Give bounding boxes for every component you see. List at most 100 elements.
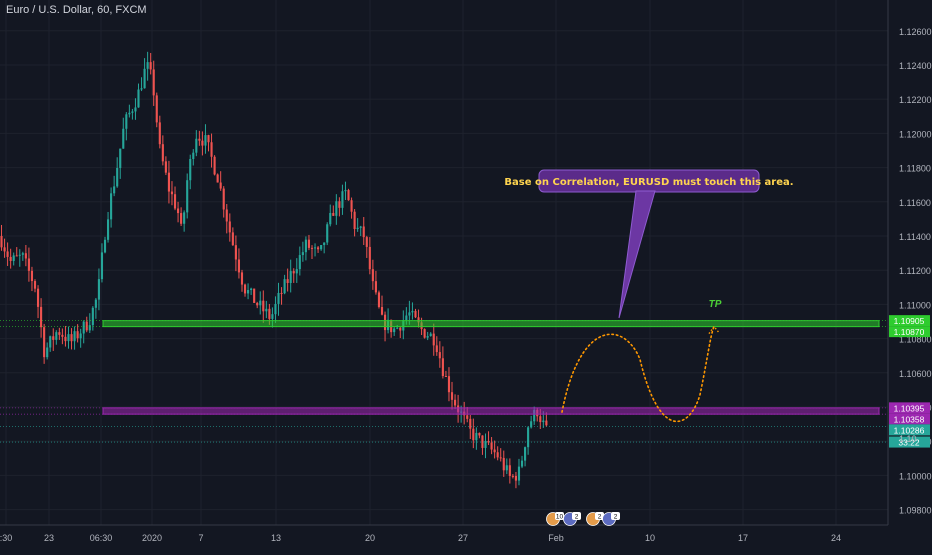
candle-body bbox=[298, 255, 301, 270]
x-tick-label: 23 bbox=[44, 533, 54, 543]
candle-body bbox=[9, 256, 12, 261]
x-tick-label: 24 bbox=[831, 533, 841, 543]
candle-body bbox=[326, 224, 329, 243]
candle-body bbox=[280, 292, 283, 294]
candle-body bbox=[198, 138, 201, 141]
candle-body bbox=[426, 336, 429, 338]
candle-body bbox=[204, 135, 207, 146]
candle-body bbox=[122, 128, 125, 149]
candle-body bbox=[52, 336, 55, 340]
candle-body bbox=[377, 292, 381, 308]
candle-body bbox=[85, 321, 88, 331]
candle-body bbox=[329, 212, 332, 225]
candle-body bbox=[58, 332, 61, 335]
event-badge-count: 2 bbox=[598, 514, 602, 521]
candle-body bbox=[435, 345, 438, 353]
candle-body bbox=[277, 292, 280, 304]
candle-body bbox=[234, 245, 237, 260]
candle-body bbox=[0, 235, 3, 248]
candle-body bbox=[40, 306, 43, 328]
candle-body bbox=[113, 186, 116, 194]
candle-body bbox=[219, 182, 222, 189]
candle-body bbox=[161, 144, 164, 162]
candle-body bbox=[484, 441, 487, 448]
candle-body bbox=[36, 288, 40, 307]
candle-body bbox=[323, 242, 326, 246]
candle-body bbox=[88, 325, 91, 331]
price-label-text: 33:22 bbox=[898, 438, 920, 448]
candle-body bbox=[524, 447, 527, 461]
event-badge-count-bg bbox=[611, 512, 620, 520]
candle-body bbox=[76, 331, 79, 339]
x-tick-label: 13 bbox=[271, 533, 281, 543]
candle-body bbox=[12, 255, 15, 261]
candle-body bbox=[216, 174, 219, 183]
event-badge-count: 10 bbox=[556, 514, 564, 521]
candle-body bbox=[250, 288, 253, 291]
x-tick-label: 27 bbox=[458, 533, 468, 543]
candle-body bbox=[253, 288, 256, 303]
candle-body bbox=[97, 279, 100, 300]
price-label-bg bbox=[889, 326, 930, 338]
candle-body bbox=[137, 89, 140, 108]
candle-body bbox=[268, 308, 271, 319]
candle-body bbox=[183, 212, 186, 224]
candle-body bbox=[274, 303, 277, 315]
candle-body bbox=[292, 271, 295, 274]
callout-layer: Base on Correlation, EURUSD must touch t… bbox=[504, 169, 794, 319]
candle-body bbox=[307, 239, 311, 248]
candle-body bbox=[49, 336, 52, 348]
candle-body bbox=[189, 159, 192, 181]
candle-body bbox=[143, 68, 146, 89]
y-axis: 1.12600 1.12400 1.12200 1.12000 1.11800 1.116… bbox=[887, 0, 932, 550]
candle-body bbox=[301, 252, 304, 256]
candle-body bbox=[335, 201, 338, 216]
event-badge-count-bg bbox=[555, 512, 564, 520]
price-label-text: 1.10870 bbox=[894, 327, 925, 337]
candle-body bbox=[207, 135, 210, 143]
x-tick-label: 10 bbox=[645, 533, 655, 543]
candle-body bbox=[429, 333, 432, 337]
candle-body bbox=[195, 138, 198, 153]
candle-body bbox=[481, 435, 484, 448]
candle-body bbox=[24, 253, 27, 259]
candle-body bbox=[313, 247, 317, 249]
candle-body bbox=[177, 208, 180, 214]
candle-body bbox=[79, 333, 82, 339]
candle-body bbox=[453, 399, 457, 406]
candle-body bbox=[149, 62, 152, 70]
candle-body bbox=[496, 452, 499, 458]
candle-body bbox=[225, 209, 228, 222]
candle-body bbox=[405, 315, 408, 321]
candle-body bbox=[91, 307, 94, 326]
candle-body bbox=[347, 190, 350, 201]
candle-body bbox=[82, 321, 85, 334]
candle-body bbox=[447, 376, 451, 393]
x-tick-label: Feb bbox=[548, 533, 564, 543]
tp-label: TP bbox=[709, 299, 722, 310]
y-tick-label: 1.12400 bbox=[899, 61, 932, 71]
purple-support-zone bbox=[102, 407, 880, 415]
candle-body bbox=[155, 95, 158, 123]
candle-body bbox=[119, 148, 122, 168]
projected-path bbox=[561, 325, 715, 423]
candle-body bbox=[158, 122, 161, 145]
candle-body bbox=[450, 392, 454, 400]
candle-body bbox=[152, 69, 155, 96]
x-axis: :30 23 06:30 2020 7 13 20 27 Feb 10 17 24 bbox=[0, 524, 932, 550]
candle-body bbox=[140, 88, 143, 90]
candle-body bbox=[408, 312, 411, 316]
callout-pointer bbox=[618, 190, 656, 319]
event-badge-count-bg bbox=[572, 512, 581, 520]
candle-body bbox=[505, 465, 508, 471]
candle-body bbox=[110, 193, 113, 220]
candle-body bbox=[237, 259, 241, 273]
candle-body bbox=[6, 251, 9, 257]
price-label-text: 1.10286 bbox=[894, 425, 925, 435]
candle-body bbox=[116, 167, 119, 187]
candle-body bbox=[146, 62, 149, 69]
candle-body bbox=[417, 317, 420, 323]
x-tick-label: 2020 bbox=[142, 533, 162, 543]
